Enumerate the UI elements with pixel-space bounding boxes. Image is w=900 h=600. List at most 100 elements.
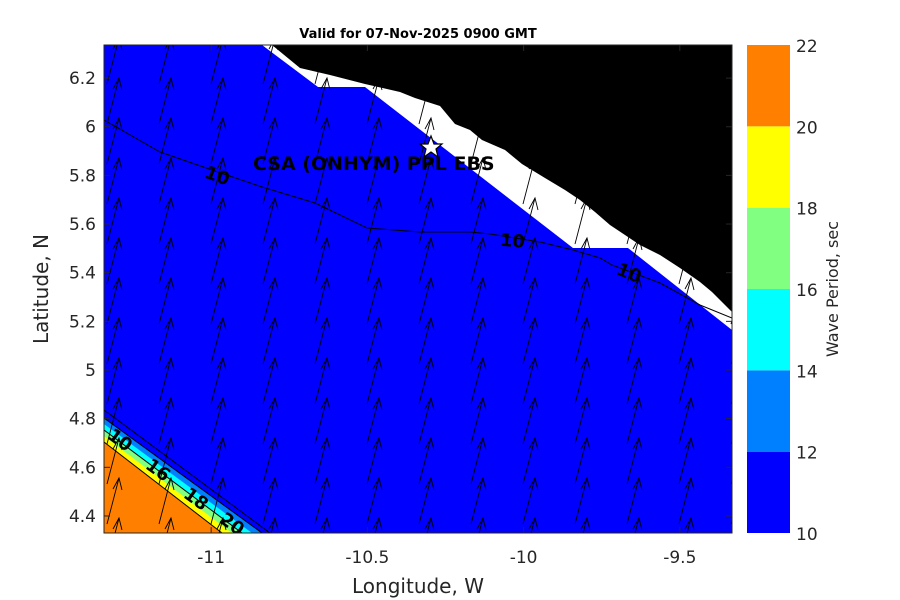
wave-direction-arrow	[470, 316, 487, 365]
wave-direction-arrow	[730, 358, 732, 365]
wave-direction-arrow	[522, 276, 539, 325]
wave-direction-arrow	[418, 196, 435, 245]
wave-direction-arrow	[678, 396, 695, 445]
y-tick-label: 4.6	[69, 458, 96, 478]
y-tick-label: 6	[85, 118, 96, 138]
wave-direction-arrow	[626, 476, 643, 525]
site-label: CSA (ONHYM) PPL EBS	[253, 153, 495, 175]
wave-direction-arrow	[730, 198, 732, 205]
wave-direction-arrow	[678, 276, 695, 325]
wave-direction-arrow	[314, 156, 331, 205]
wave-direction-arrow	[106, 116, 123, 165]
colorbar-tick-label: 22	[796, 37, 818, 57]
wave-direction-arrow	[418, 316, 435, 365]
wave-direction-arrow	[314, 76, 331, 125]
wave-direction-arrow	[106, 316, 123, 365]
wave-direction-arrow	[262, 236, 279, 285]
wave-direction-arrow	[314, 356, 331, 405]
wave-direction-arrow	[626, 116, 643, 165]
wave-direction-arrow	[678, 476, 695, 525]
x-tick-label: -9.5	[663, 548, 696, 568]
wave-direction-arrow	[678, 156, 695, 205]
wave-direction-arrow	[418, 76, 435, 125]
colorbar-swatch	[747, 370, 790, 452]
wave-direction-arrow	[626, 156, 643, 205]
wave-direction-arrow	[470, 396, 487, 445]
wave-direction-arrow	[158, 76, 175, 125]
wave-direction-arrow	[418, 156, 435, 205]
wave-direction-arrow	[106, 356, 123, 405]
wave-direction-arrow	[522, 76, 539, 125]
wave-direction-arrow	[210, 196, 227, 245]
wave-direction-arrow	[574, 196, 591, 245]
wave-direction-arrow	[626, 76, 643, 125]
wave-direction-arrow	[574, 316, 591, 365]
wave-direction-arrow	[366, 76, 383, 125]
wave-direction-arrow	[366, 316, 383, 365]
wave-direction-arrow	[366, 396, 383, 445]
wave-direction-arrow	[626, 276, 643, 325]
x-tick-label: -11	[197, 548, 225, 568]
wave-direction-arrow	[210, 476, 227, 525]
y-tick-label: 5.6	[69, 215, 96, 235]
colorbar-label: Wave Period, sec	[823, 221, 842, 357]
wave-direction-arrow	[314, 396, 331, 445]
wave-direction-arrow	[574, 436, 591, 485]
wave-direction-arrow	[678, 196, 695, 245]
contour-line	[104, 441, 223, 533]
contour-line	[104, 417, 263, 533]
wave-direction-arrow	[262, 396, 279, 445]
wave-direction-arrow	[262, 76, 279, 125]
wave-direction-arrow	[216, 516, 227, 533]
wave-direction-arrow	[158, 476, 175, 525]
wave-direction-arrow	[522, 116, 539, 165]
colorbar-swatch	[747, 289, 790, 371]
wave-direction-arrow	[314, 196, 331, 245]
wave-direction-arrow	[158, 316, 175, 365]
wave-direction-arrow	[678, 356, 695, 405]
wave-direction-arrow	[210, 76, 227, 125]
wave-direction-arrow	[574, 356, 591, 405]
wave-direction-arrow	[158, 396, 175, 445]
contour-line	[104, 429, 243, 533]
wave-direction-arrow	[366, 436, 383, 485]
colorbar-tick-label: 20	[796, 118, 818, 138]
wave-direction-arrow	[262, 276, 279, 325]
wave-direction-arrow	[522, 156, 539, 205]
wave-direction-arrow	[522, 356, 539, 405]
land	[272, 45, 732, 312]
wave-direction-arrow	[730, 398, 732, 405]
wave-direction-arrow	[314, 476, 331, 525]
wave-direction-arrow	[684, 516, 695, 533]
wave-direction-arrow	[366, 156, 383, 205]
wave-direction-arrow	[574, 476, 591, 525]
wave-direction-arrow	[730, 318, 732, 325]
colorbar-tick-label: 18	[796, 200, 818, 220]
wave-direction-arrow	[210, 436, 227, 485]
wave-direction-arrow	[158, 356, 175, 405]
wave-direction-arrow	[678, 436, 695, 485]
wave-direction-arrow	[522, 236, 539, 285]
wave-direction-arrow	[730, 158, 732, 165]
wave-direction-arrow	[210, 116, 227, 165]
colorbar-tick-label: 12	[796, 444, 818, 464]
wave-direction-arrow	[366, 356, 383, 405]
y-tick-label: 4.4	[69, 507, 96, 527]
wave-direction-arrow	[366, 236, 383, 285]
wave-direction-arrow	[470, 196, 487, 245]
wave-direction-arrow	[678, 316, 695, 365]
colorbar-swatch	[747, 45, 790, 127]
wave-direction-arrow	[158, 196, 175, 245]
wave-direction-arrow	[158, 436, 175, 485]
wave-direction-arrow	[730, 238, 732, 245]
colorbar-tick-label: 10	[796, 525, 818, 545]
wave-direction-arrow	[262, 156, 279, 205]
wave-direction-arrow	[730, 78, 732, 85]
wave-direction-arrow	[470, 436, 487, 485]
wave-direction-arrow	[210, 396, 227, 445]
wave-direction-arrow	[470, 116, 487, 165]
wave-direction-arrow	[314, 436, 331, 485]
wave-direction-arrow	[106, 276, 123, 325]
wave-direction-arrow	[730, 278, 732, 285]
